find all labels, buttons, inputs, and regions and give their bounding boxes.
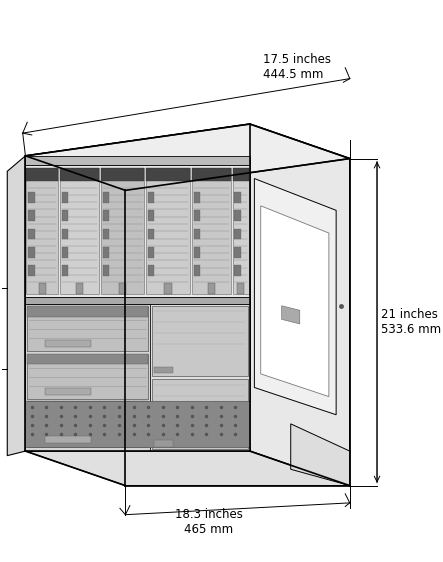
Polygon shape <box>261 206 329 397</box>
Polygon shape <box>103 210 109 221</box>
Polygon shape <box>103 192 109 203</box>
Polygon shape <box>148 210 155 221</box>
Polygon shape <box>46 388 91 395</box>
Polygon shape <box>25 124 250 451</box>
Polygon shape <box>25 451 350 486</box>
Polygon shape <box>28 247 35 257</box>
Polygon shape <box>7 156 25 456</box>
Polygon shape <box>194 192 200 203</box>
Polygon shape <box>234 247 241 257</box>
Polygon shape <box>62 192 68 203</box>
Polygon shape <box>208 283 215 294</box>
Polygon shape <box>28 265 35 276</box>
Polygon shape <box>62 210 68 221</box>
Polygon shape <box>28 210 35 221</box>
Polygon shape <box>234 210 241 221</box>
Polygon shape <box>194 210 200 221</box>
Polygon shape <box>155 366 173 373</box>
Polygon shape <box>25 165 250 297</box>
Polygon shape <box>194 229 200 239</box>
Polygon shape <box>148 265 155 276</box>
Polygon shape <box>250 124 350 486</box>
Polygon shape <box>25 401 250 447</box>
Polygon shape <box>194 265 200 276</box>
Polygon shape <box>46 436 91 443</box>
Polygon shape <box>60 167 99 182</box>
Polygon shape <box>146 167 190 182</box>
Polygon shape <box>62 247 68 257</box>
Polygon shape <box>27 306 148 316</box>
Polygon shape <box>155 440 173 447</box>
Polygon shape <box>39 283 46 294</box>
Polygon shape <box>103 229 109 239</box>
Polygon shape <box>150 304 250 451</box>
Polygon shape <box>27 306 148 351</box>
Polygon shape <box>62 229 68 239</box>
Polygon shape <box>148 247 155 257</box>
Polygon shape <box>103 265 109 276</box>
Polygon shape <box>148 192 155 203</box>
Polygon shape <box>26 167 58 182</box>
Polygon shape <box>282 306 300 324</box>
Polygon shape <box>25 156 250 165</box>
Polygon shape <box>148 229 155 239</box>
Polygon shape <box>76 283 83 294</box>
Text: 21 inches
533.6 mm: 21 inches 533.6 mm <box>381 308 441 336</box>
Text: 17.5 inches
444.5 mm: 17.5 inches 444.5 mm <box>264 53 331 81</box>
Polygon shape <box>28 192 35 203</box>
Polygon shape <box>233 167 249 294</box>
Polygon shape <box>164 283 172 294</box>
Polygon shape <box>62 265 68 276</box>
Polygon shape <box>152 306 248 375</box>
Polygon shape <box>237 283 245 294</box>
Polygon shape <box>291 424 350 486</box>
Polygon shape <box>192 167 231 294</box>
Polygon shape <box>233 167 249 182</box>
Polygon shape <box>194 247 200 257</box>
Polygon shape <box>101 167 144 182</box>
Polygon shape <box>119 283 126 294</box>
Polygon shape <box>234 192 241 203</box>
Polygon shape <box>234 229 241 239</box>
Polygon shape <box>46 340 91 347</box>
Polygon shape <box>192 167 231 182</box>
Polygon shape <box>25 304 150 451</box>
Polygon shape <box>60 167 99 294</box>
Polygon shape <box>28 229 35 239</box>
Polygon shape <box>103 247 109 257</box>
Polygon shape <box>152 379 248 449</box>
Polygon shape <box>146 167 190 294</box>
Polygon shape <box>101 167 144 294</box>
Polygon shape <box>27 401 148 413</box>
Polygon shape <box>25 297 250 304</box>
Polygon shape <box>25 124 350 191</box>
Polygon shape <box>26 167 58 294</box>
Polygon shape <box>27 401 148 447</box>
Text: 18.3 inches
465 mm: 18.3 inches 465 mm <box>175 508 243 536</box>
Polygon shape <box>234 265 241 276</box>
Polygon shape <box>254 179 336 415</box>
Polygon shape <box>27 353 148 365</box>
Polygon shape <box>27 353 148 398</box>
